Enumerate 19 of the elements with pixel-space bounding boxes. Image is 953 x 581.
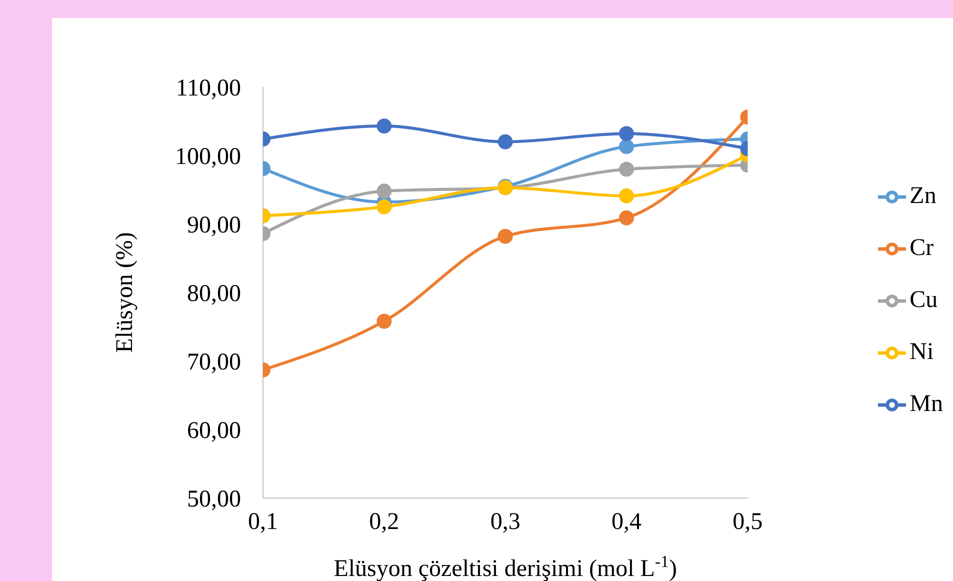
y-tick-label: 80,00 (187, 281, 241, 308)
x-tick-label: 0,5 (732, 509, 763, 536)
y-tick-label: 70,00 (187, 350, 241, 376)
y-tick-label: 100,00 (175, 144, 241, 170)
y-tick-label: 50,00 (187, 486, 241, 513)
legend-label: Mn (910, 390, 943, 416)
x-tick-label: 0,2 (369, 509, 400, 536)
y-tick-label: 90,00 (187, 212, 241, 239)
x-tick-label: 0,3 (490, 509, 520, 536)
y-axis-title: Elüsyon (%) (112, 232, 138, 353)
y-tick-label: 110,00 (176, 76, 241, 102)
legend-label: Cr (910, 234, 934, 260)
x-axis-title: Elüsyon çözeltisi derişimi (mol L$^{-1}$) (334, 552, 677, 581)
x-tick-label: 0,1 (248, 509, 278, 536)
legend-label: Zn (910, 182, 936, 208)
y-tick-label: 60,00 (187, 418, 241, 444)
x-tick-label: 0,4 (611, 509, 642, 536)
legend-label: Ni (910, 338, 934, 364)
legend-label: Cu (910, 286, 938, 312)
